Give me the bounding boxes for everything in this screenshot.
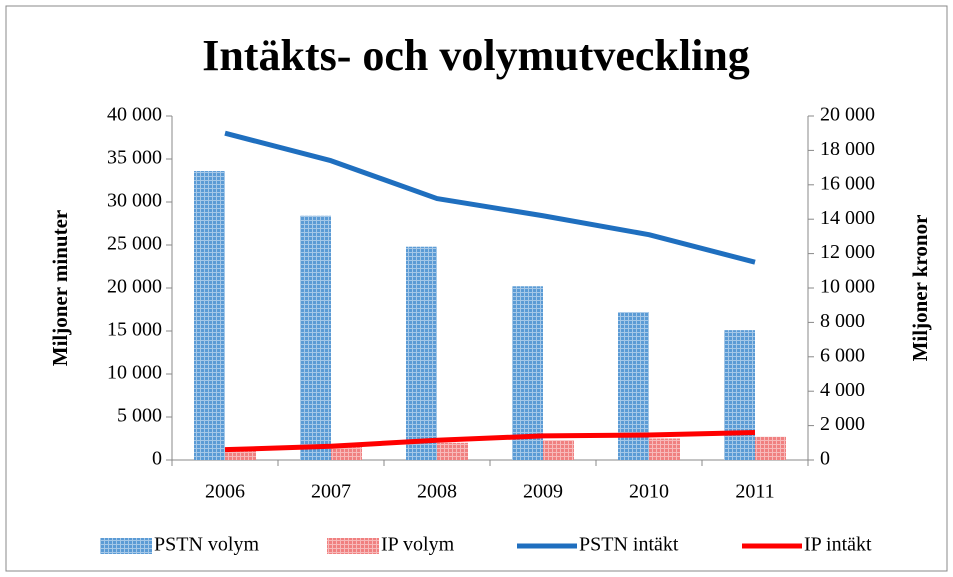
chart-title: Intäkts- och volymutveckling: [202, 31, 750, 80]
y-tick-label: 0: [152, 448, 162, 470]
x-tick-label: 2006: [205, 481, 245, 503]
y2-tick-label: 6 000: [820, 344, 865, 366]
y2-tick-label: 0: [820, 448, 830, 470]
legend-label: IP volym: [381, 534, 455, 556]
x-tick-label: 2008: [417, 481, 457, 503]
x-tick-label: 2010: [629, 481, 669, 503]
y-tick-label: 10 000: [107, 362, 162, 384]
y-tick-label: 40 000: [107, 104, 162, 126]
bar: [437, 442, 468, 460]
y2-axis-label: Miljoner kronor: [908, 215, 932, 362]
x-tick-label: 2011: [735, 481, 774, 503]
line: [224, 130, 756, 265]
y2-tick-label: 2 000: [820, 413, 865, 435]
bar: [755, 436, 786, 460]
bar: [512, 286, 543, 460]
x-tick-label: 2007: [311, 481, 351, 503]
bar: [331, 447, 362, 460]
y-tick-label: 15 000: [107, 319, 162, 341]
y2-tick-label: 12 000: [820, 241, 875, 263]
bar: [225, 449, 256, 460]
bar: [724, 330, 755, 460]
y2-tick-label: 14 000: [820, 207, 875, 229]
y2-tick-label: 4 000: [820, 379, 865, 401]
y-tick-label: 35 000: [107, 147, 162, 169]
y2-tick-label: 20 000: [820, 104, 875, 126]
y-tick-label: 30 000: [107, 190, 162, 212]
bar: [406, 246, 437, 460]
bar: [194, 171, 225, 461]
legend-label: PSTN volym: [154, 534, 259, 556]
y2-tick-label: 8 000: [820, 310, 865, 332]
bar: [618, 312, 649, 460]
y2-tick-label: 10 000: [820, 276, 875, 298]
legend-swatch: [327, 538, 379, 554]
y2-tick-label: 18 000: [820, 138, 875, 160]
y-tick-label: 25 000: [107, 233, 162, 255]
chart-frame: [5, 5, 948, 572]
legend-label: PSTN intäkt: [579, 534, 679, 556]
bar: [649, 438, 680, 460]
legend-label: IP intäkt: [804, 534, 872, 556]
bar: [543, 440, 574, 460]
bar: [300, 215, 331, 460]
y2-tick-label: 16 000: [820, 172, 875, 194]
line: [224, 429, 756, 453]
y-tick-label: 5 000: [117, 405, 162, 427]
legend-swatch: [100, 538, 152, 554]
y-tick-label: 20 000: [107, 276, 162, 298]
x-tick-label: 2009: [523, 481, 563, 503]
y-axis-label: Miljoner minuter: [48, 210, 72, 367]
